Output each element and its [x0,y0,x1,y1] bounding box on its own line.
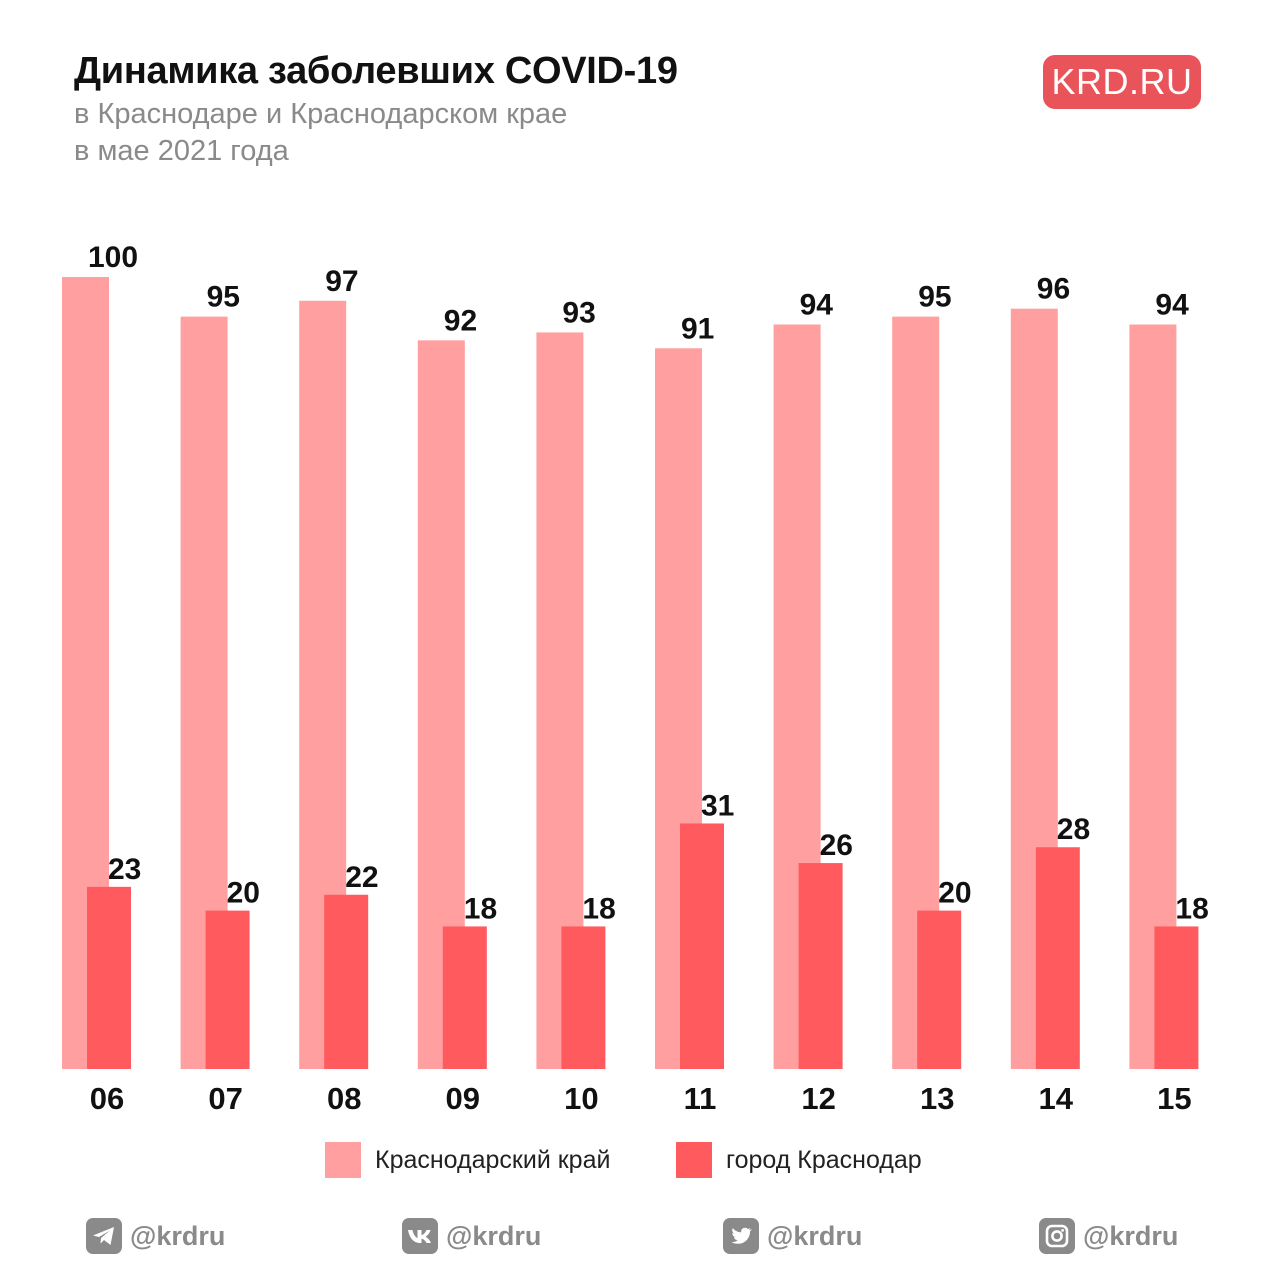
bar-city-15 [1154,926,1199,1069]
data-label-region-09: 92 [444,304,477,337]
data-label-region-15: 94 [1155,289,1189,322]
data-label-city-06: 23 [108,853,141,886]
x-tick-08: 08 [327,1081,361,1116]
data-label-city-12: 26 [820,829,853,862]
data-label-region-11: 91 [681,312,714,345]
twitter-icon [723,1218,759,1254]
bar-city-10 [561,926,606,1069]
data-label-city-09: 18 [464,892,497,925]
data-label-region-14: 96 [1037,273,1070,306]
data-label-region-13: 95 [918,281,951,314]
data-label-city-14: 28 [1057,813,1090,846]
bar-city-06 [87,886,131,1069]
legend-label-city: город Краснодар [726,1145,922,1174]
bar-city-13 [917,910,962,1069]
bar-city-14 [1035,847,1080,1069]
footer-instagram[interactable]: @krdru [1039,1216,1178,1256]
chart-subtitle-line2: в мае 2021 года [74,135,289,167]
telegram-icon [86,1218,122,1254]
x-tick-07: 07 [208,1081,242,1116]
data-label-city-11: 31 [701,789,734,822]
bar-chart: 100 23 06 95 20 07 97 22 08 92 18 09 93 18 10 91 31 11 94 2… [62,241,1209,1116]
chart-legend: Краснодарский край город Краснодар [0,1142,1280,1182]
data-label-city-15: 18 [1175,892,1208,925]
footer-telegram[interactable]: @krdru [86,1216,225,1256]
x-tick-13: 13 [920,1081,954,1116]
krd-logo[interactable]: KRD.RU [1043,55,1201,109]
footer-handle-twitter: @krdru [767,1220,863,1251]
footer-handle-instagram: @krdru [1083,1220,1179,1251]
x-tick-15: 15 [1157,1081,1191,1116]
data-label-city-10: 18 [582,892,615,925]
footer-handle-telegram: @krdru [130,1220,226,1251]
bar-city-07 [205,910,250,1069]
instagram-icon [1039,1218,1075,1254]
legend-swatch-city [676,1142,712,1178]
chart-subtitle-line1: в Краснодаре и Краснодарском крае [74,98,568,130]
data-label-city-13: 20 [938,877,971,910]
legend-swatch-region [325,1142,361,1178]
bar-city-08 [324,894,369,1069]
x-tick-10: 10 [564,1081,598,1116]
legend-label-region: Краснодарский край [375,1145,611,1174]
footer-vk[interactable]: @krdru [402,1216,541,1256]
data-label-region-06: 100 [88,241,138,274]
x-tick-12: 12 [801,1081,835,1116]
x-tick-11: 11 [684,1081,717,1116]
data-label-region-12: 94 [800,289,834,322]
bar-city-11 [680,823,724,1069]
legend-item-city: город Краснодар [676,1142,922,1178]
footer-twitter[interactable]: @krdru [723,1216,862,1256]
vk-icon [402,1218,438,1254]
data-label-region-10: 93 [562,296,595,329]
data-label-city-08: 22 [345,861,378,894]
bar-city-09 [442,926,487,1069]
data-label-region-07: 95 [207,281,240,314]
legend-item-region: Краснодарский край [325,1142,610,1178]
bar-city-12 [798,863,843,1069]
chart-title: Динамика заболевших COVID-19 [74,50,678,92]
footer-handle-vk: @krdru [446,1220,542,1251]
x-tick-09: 09 [446,1081,480,1116]
x-tick-14: 14 [1039,1081,1074,1116]
data-label-region-08: 97 [325,265,358,298]
x-tick-06: 06 [90,1081,124,1116]
data-label-city-07: 20 [227,877,260,910]
